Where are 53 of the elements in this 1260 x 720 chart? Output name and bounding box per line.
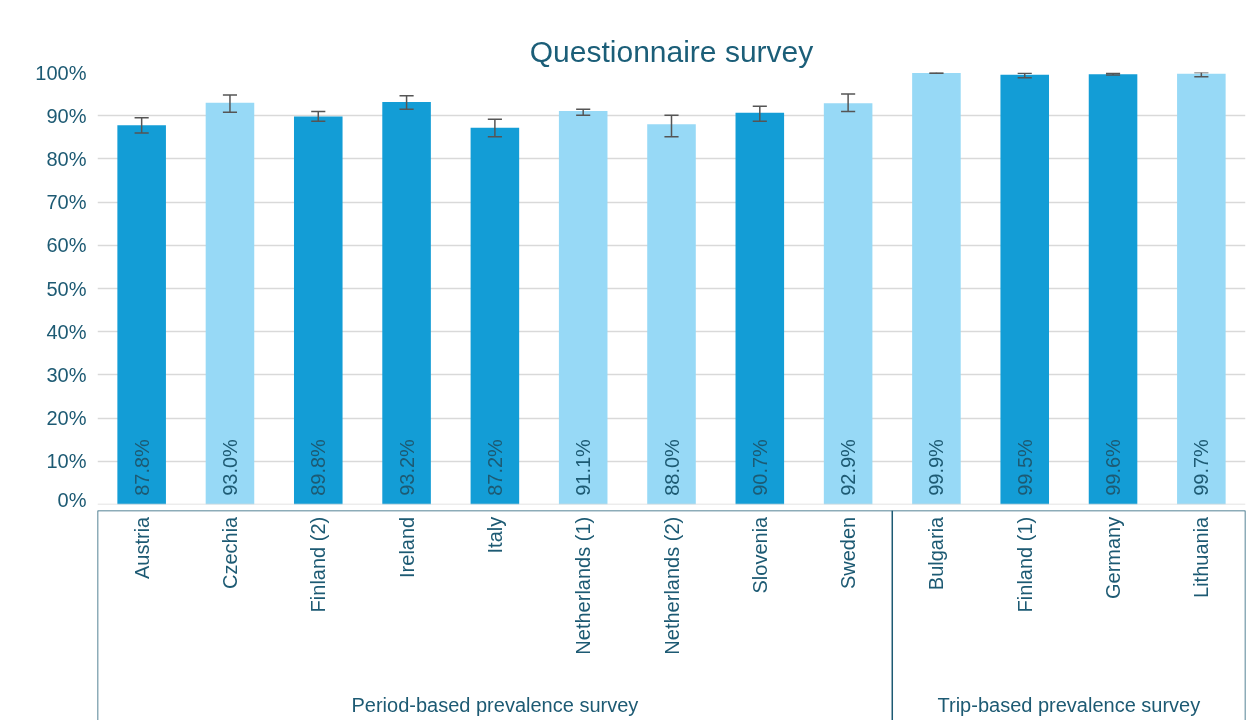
y-tick-label: 30% xyxy=(46,363,87,386)
y-tick-label: 60% xyxy=(46,234,87,257)
x-tick-label: Ireland xyxy=(395,516,418,578)
data-label: 99.5% xyxy=(1013,438,1036,496)
chart-title: Questionnaire survey xyxy=(529,34,814,68)
bar xyxy=(735,112,785,505)
data-label: 99.9% xyxy=(925,438,948,496)
y-tick-label: 80% xyxy=(46,147,87,170)
data-label: 93.0% xyxy=(218,438,241,496)
bar xyxy=(382,101,431,505)
x-tick-label: Netherlands (2) xyxy=(660,516,683,655)
x-tick-label: Czechia xyxy=(218,515,241,590)
bar xyxy=(470,127,520,505)
x-tick-label: Slovenia xyxy=(748,515,771,594)
x-tick-label: Germany xyxy=(1102,516,1125,600)
bar xyxy=(558,110,608,505)
data-label: 88.0% xyxy=(660,438,683,496)
x-tick-label: Austria xyxy=(130,515,153,580)
data-label: 99.7% xyxy=(1190,438,1213,496)
x-tick-label: Bulgaria xyxy=(925,515,948,591)
x-tick-label: Lithuania xyxy=(1190,515,1213,598)
bar xyxy=(1000,74,1050,505)
data-label: 90.7% xyxy=(748,438,771,496)
x-tick-label: Italy xyxy=(483,516,506,554)
bar xyxy=(647,124,696,505)
y-tick-label: 50% xyxy=(46,277,87,300)
bar xyxy=(293,116,343,505)
text: Trip-based prevalence survey xyxy=(937,694,1201,717)
bar xyxy=(117,125,166,505)
data-label: 91.1% xyxy=(572,438,595,496)
y-tick-label: 0% xyxy=(57,488,87,511)
x-tick-label: Netherlands (1) xyxy=(572,516,595,655)
x-tick-label: Finland (2) xyxy=(307,516,330,613)
data-label: 99.6% xyxy=(1102,438,1125,496)
data-label: 87.2% xyxy=(483,438,506,496)
y-tick-label: 10% xyxy=(46,450,87,473)
y-tick-label: 20% xyxy=(46,407,87,430)
y-tick-label: 100% xyxy=(35,61,87,84)
x-tick-label: Finland (1) xyxy=(1013,516,1036,613)
y-tick-label: 70% xyxy=(46,191,87,214)
bar xyxy=(205,102,255,505)
data-label: 92.9% xyxy=(837,438,860,496)
data-label: 87.8% xyxy=(130,438,153,496)
bar xyxy=(823,103,873,505)
x-tick-label: Sweden xyxy=(837,516,860,590)
text: Period-based prevalence survey xyxy=(351,694,639,717)
bar xyxy=(1088,74,1138,505)
data-label: 93.2% xyxy=(395,438,418,496)
data-label: 89.8% xyxy=(307,438,330,496)
y-tick-label: 40% xyxy=(46,320,87,343)
bar xyxy=(1177,73,1226,505)
y-tick-label: 90% xyxy=(46,104,87,127)
bar xyxy=(912,72,961,505)
